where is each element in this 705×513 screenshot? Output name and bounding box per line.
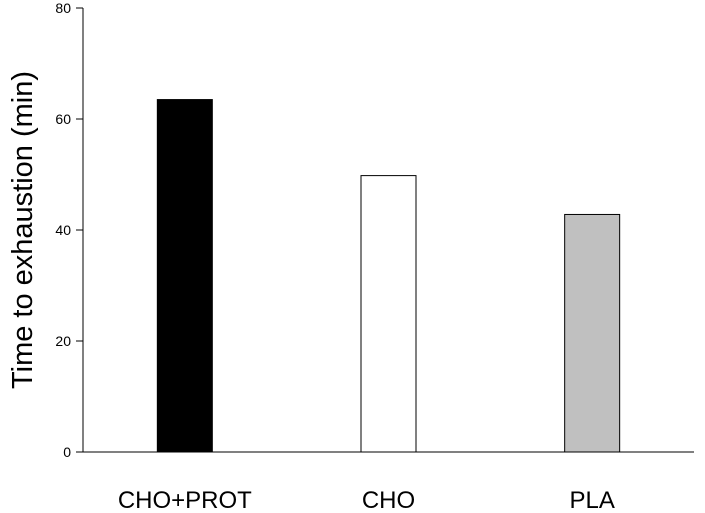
bar-cho: [360, 175, 417, 453]
y-tick-label: 40: [55, 222, 71, 238]
x-tick-label: CHO: [362, 487, 415, 513]
category-labels: CHO+PROT CHO PLA: [118, 487, 615, 513]
y-tick-label: 20: [55, 333, 71, 349]
y-tick-label: 0: [63, 444, 71, 460]
y-tick-label: 60: [55, 111, 71, 127]
x-tick-label: PLA: [569, 487, 614, 513]
y-axis-title: Time to exhaustion (min): [7, 71, 39, 389]
bars: [156, 99, 621, 453]
bar-pla: [564, 213, 621, 453]
y-tick-label: 80: [55, 0, 71, 16]
bar-cho-prot: [156, 99, 213, 453]
x-tick-label: CHO+PROT: [118, 487, 252, 513]
y-axis: 0 20 40 60 80: [55, 0, 84, 460]
